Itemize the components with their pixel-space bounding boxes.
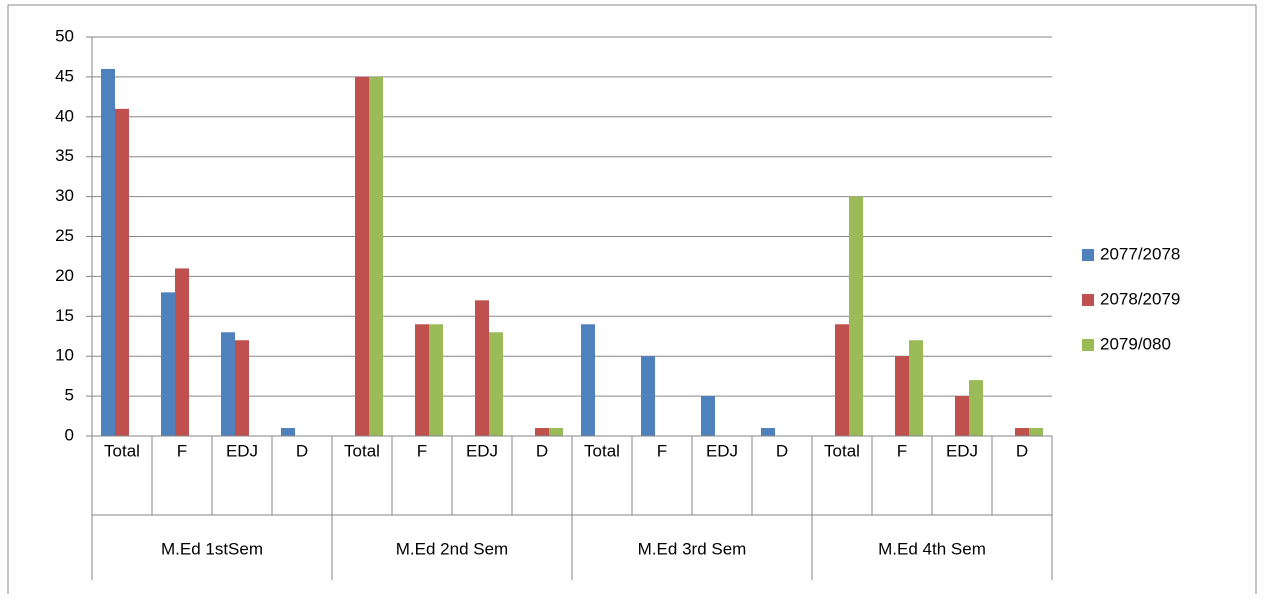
legend-swatch xyxy=(1082,339,1094,351)
bar xyxy=(849,196,863,436)
bar xyxy=(895,356,909,436)
x-tick-label: Total xyxy=(824,441,860,460)
bar xyxy=(175,268,189,436)
group-label: M.Ed 3rd Sem xyxy=(638,539,747,558)
bar xyxy=(115,108,129,436)
legend-label: 2078/2079 xyxy=(1100,289,1180,308)
bar xyxy=(369,76,383,437)
x-tick-label: Total xyxy=(104,441,140,460)
y-tick-label: 5 xyxy=(65,386,74,405)
x-tick-label: D xyxy=(1016,441,1028,460)
bar xyxy=(909,340,923,436)
bar xyxy=(549,428,563,436)
bar xyxy=(355,76,369,437)
bar xyxy=(489,332,503,436)
y-tick-label: 35 xyxy=(55,146,74,165)
group-label: M.Ed 1stSem xyxy=(161,539,263,558)
bar xyxy=(281,428,295,436)
x-tick-label: D xyxy=(536,441,548,460)
bar xyxy=(835,324,849,436)
y-tick-label: 15 xyxy=(55,306,74,325)
bar xyxy=(235,340,249,436)
bar xyxy=(969,380,983,436)
bar xyxy=(415,324,429,436)
bar xyxy=(535,428,549,436)
bar xyxy=(221,332,235,436)
x-tick-label: D xyxy=(776,441,788,460)
x-tick-label: D xyxy=(296,441,308,460)
legend-swatch xyxy=(1082,294,1094,306)
bar xyxy=(701,396,715,436)
x-tick-label: EDJ xyxy=(706,441,738,460)
x-tick-label: F xyxy=(897,441,907,460)
x-tick-label: Total xyxy=(344,441,380,460)
y-tick-label: 30 xyxy=(55,186,74,205)
bar xyxy=(581,324,595,436)
bar xyxy=(1015,428,1029,436)
x-tick-label: EDJ xyxy=(226,441,258,460)
x-tick-label: F xyxy=(417,441,427,460)
bar xyxy=(955,396,969,436)
x-tick-label: EDJ xyxy=(946,441,978,460)
x-tick-label: EDJ xyxy=(466,441,498,460)
bar xyxy=(1029,428,1043,436)
y-tick-label: 40 xyxy=(55,106,74,125)
y-tick-label: 50 xyxy=(55,26,74,45)
y-tick-label: 10 xyxy=(55,346,74,365)
bar xyxy=(429,324,443,436)
legend-swatch xyxy=(1082,249,1094,261)
bar xyxy=(101,68,115,437)
legend-label: 2077/2078 xyxy=(1100,244,1180,263)
group-label: M.Ed 2nd Sem xyxy=(396,539,508,558)
bar xyxy=(161,292,175,436)
bar xyxy=(641,356,655,436)
legend-label: 2079/080 xyxy=(1100,334,1171,353)
group-label: M.Ed 4th Sem xyxy=(878,539,986,558)
y-tick-label: 20 xyxy=(55,266,74,285)
y-tick-label: 25 xyxy=(55,226,74,245)
x-tick-label: F xyxy=(657,441,667,460)
x-tick-label: F xyxy=(177,441,187,460)
x-tick-label: Total xyxy=(584,441,620,460)
bar xyxy=(761,428,775,436)
y-tick-label: 45 xyxy=(55,66,74,85)
bar xyxy=(475,300,489,436)
y-tick-label: 0 xyxy=(65,425,74,444)
